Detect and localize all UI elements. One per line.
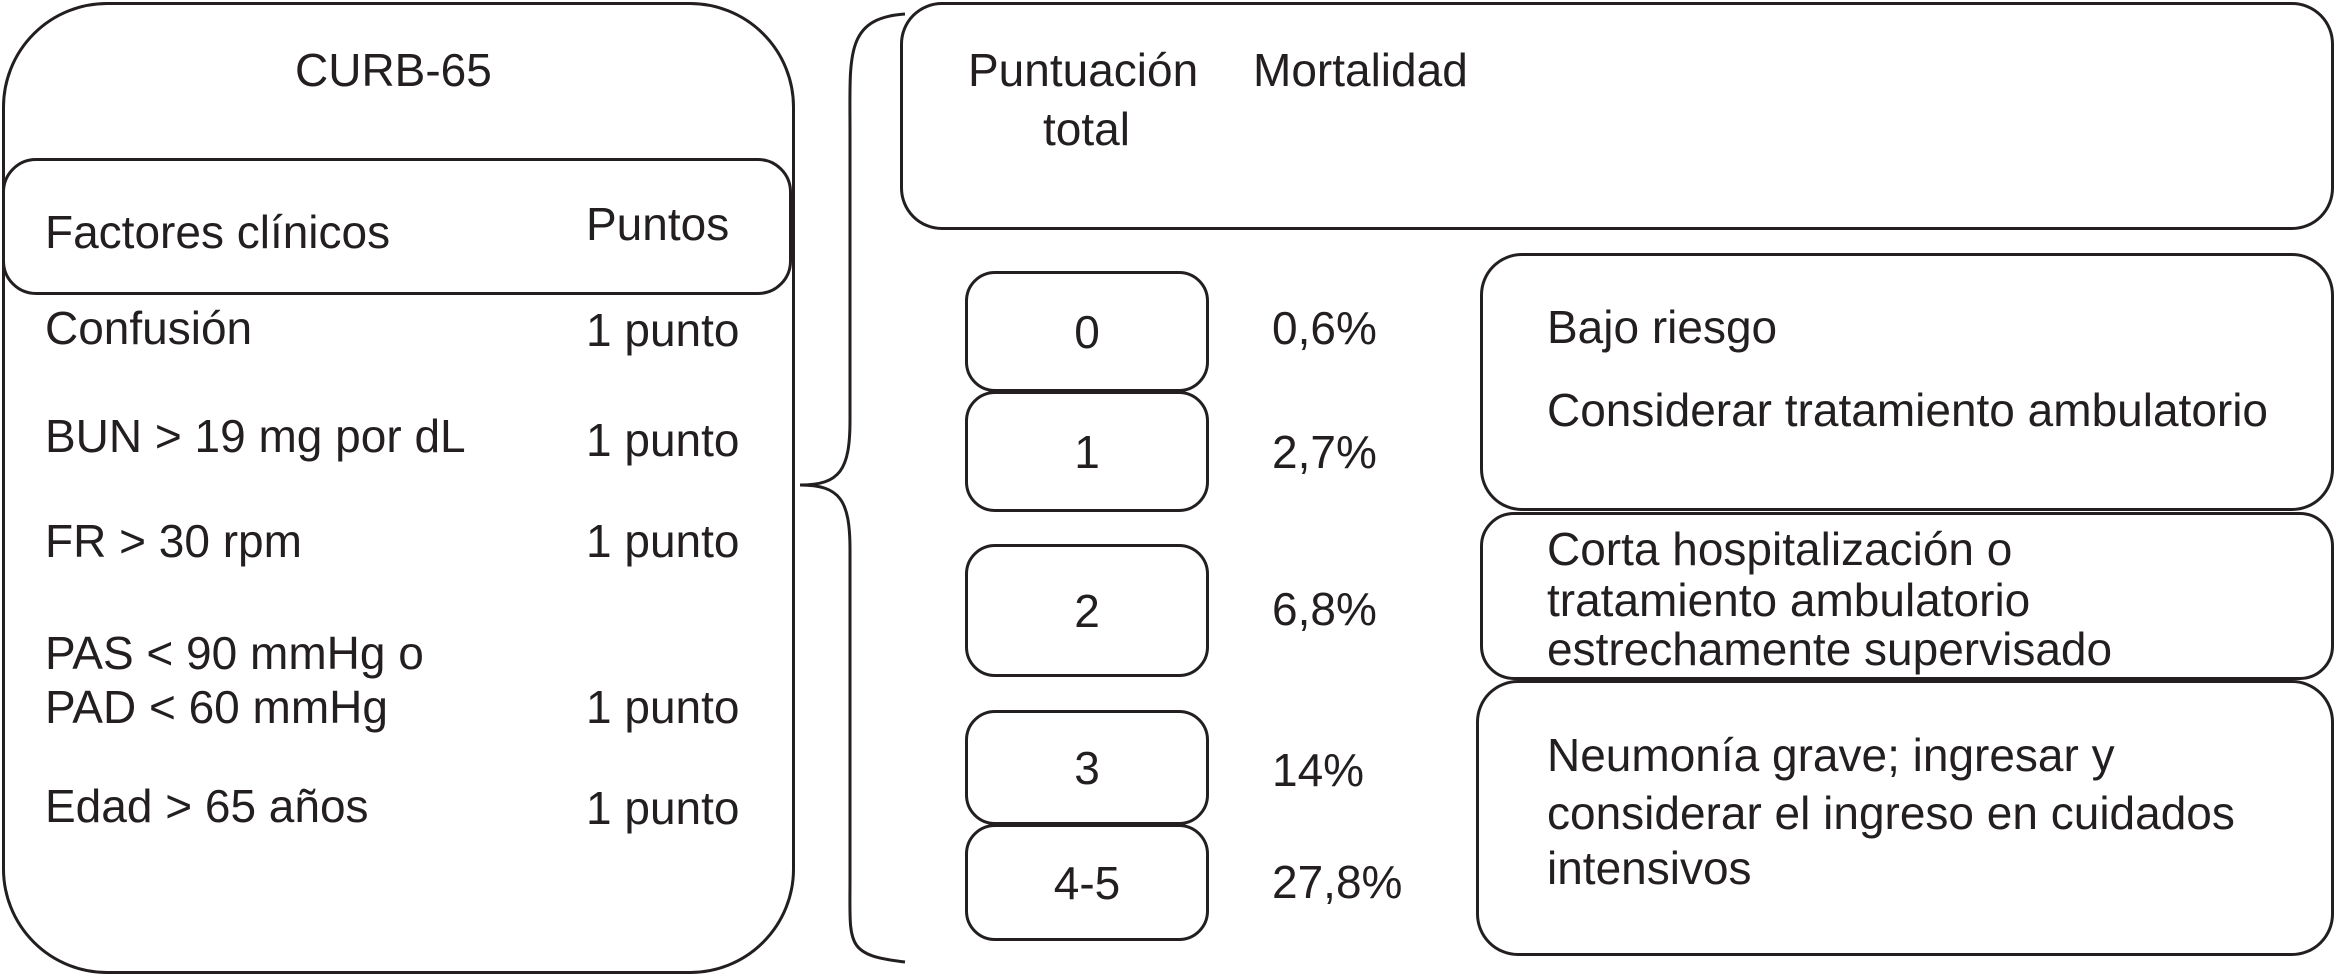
mortality-3: 14%: [1272, 744, 1365, 796]
factor-fr: FR > 30 rpm: [45, 515, 302, 567]
score-header-line1: Puntuación: [968, 44, 1199, 96]
factor-pas-line2: PAD < 60 mmHg: [45, 681, 388, 733]
recommendation-severe-line1: Neumonía grave; ingresar y: [1547, 729, 2115, 781]
mortality-4-5: 27,8%: [1272, 856, 1403, 908]
factor-confusion: Confusión: [45, 302, 253, 354]
curb65-title: CURB-65: [295, 44, 492, 96]
score-box-1: 1: [965, 391, 1209, 512]
points-fr: 1 punto: [586, 515, 740, 567]
score-box-0: 0: [965, 271, 1209, 392]
factor-pas-line1: PAS < 90 mmHg o: [45, 627, 424, 679]
points-header-label: Puntos: [586, 198, 730, 250]
recommendation-low-risk-line2: Considerar tratamiento ambulatorio: [1547, 384, 2269, 436]
mortality-2: 6,8%: [1272, 583, 1377, 635]
recommendation-severe-line3: intensivos: [1547, 842, 1752, 894]
points-edad: 1 punto: [586, 782, 740, 834]
recommendation-short-stay-line2: tratamiento ambulatorio: [1547, 574, 2031, 626]
recommendation-severe-box: [1476, 680, 2334, 956]
factor-bun: BUN > 19 mg por dL: [45, 410, 466, 462]
recommendation-low-risk-line1: Bajo riesgo: [1547, 301, 1778, 353]
mortality-0: 0,6%: [1272, 302, 1377, 354]
recommendation-low-risk-box: [1480, 253, 2334, 511]
score-header-box: [900, 2, 2334, 230]
recommendation-short-stay-line3: estrechamente supervisado: [1547, 623, 2113, 675]
score-box-2: 2: [965, 544, 1209, 677]
factor-edad: Edad > 65 años: [45, 780, 369, 832]
mortality-header: Mortalidad: [1253, 44, 1468, 96]
score-header-line2: total: [1043, 103, 1130, 155]
recommendation-short-stay-box: [1480, 512, 2334, 680]
factors-header-box: [2, 158, 792, 295]
score-box-3: 3: [965, 710, 1209, 825]
points-bun: 1 punto: [586, 414, 740, 466]
recommendation-short-stay-line1: Corta hospitalización o: [1547, 523, 2013, 575]
score-box-4-5: 4-5: [965, 824, 1209, 941]
recommendation-severe-line2: considerar el ingreso en cuidados: [1547, 787, 2235, 839]
factors-header-label: Factores clínicos: [45, 206, 391, 258]
mortality-1: 2,7%: [1272, 426, 1377, 478]
points-confusion: 1 punto: [586, 304, 740, 356]
points-pas: 1 punto: [586, 681, 740, 733]
